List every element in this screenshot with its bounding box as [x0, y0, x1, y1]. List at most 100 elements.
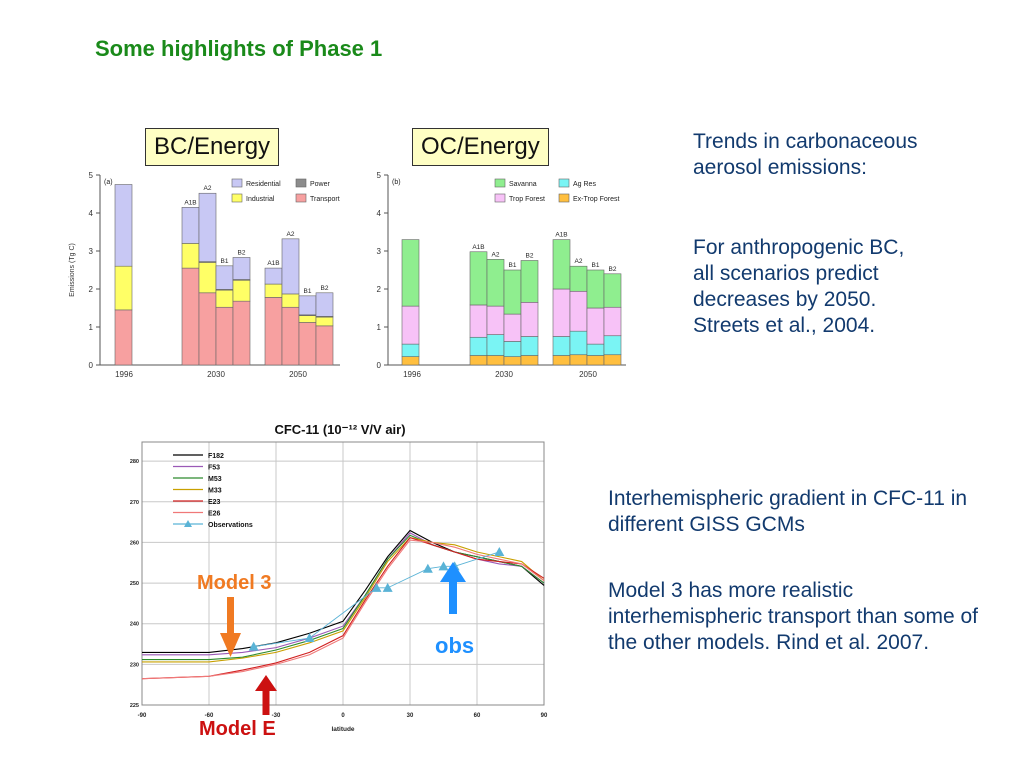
bar-segment-ex-trop-forest: [520, 355, 539, 366]
legend-item-power: Power: [310, 181, 331, 188]
model3-label: Model 3: [197, 572, 272, 594]
bar-segment-ag-res: [469, 336, 488, 356]
legend-swatch: [494, 178, 506, 188]
legend-swatch: [231, 178, 243, 188]
trends-text: Trends in carbonaceous aerosol emissions…: [693, 130, 918, 179]
y-tick-label: 260: [130, 540, 139, 546]
bar-segment-residential: [181, 206, 200, 244]
bar-segment-savanna: [503, 269, 522, 315]
bar-segment-ag-res: [503, 341, 522, 357]
bar-segment-ex-trop-forest: [569, 354, 588, 366]
legend-item-savanna: Savanna: [509, 181, 537, 188]
legend-item-e26: E26: [208, 511, 221, 518]
scenario-label: B1: [221, 258, 229, 265]
bar-segment-savanna: [520, 260, 539, 303]
bar-segment-transport: [232, 300, 251, 366]
bar-segment-trop-forest: [569, 290, 588, 332]
bar-segment-industrial: [215, 289, 234, 308]
scenario-label: B2: [238, 249, 246, 256]
scenario-label: A2: [204, 185, 212, 192]
interhemispheric-text: Interhemispheric gradient in CFC-11 in d…: [608, 487, 968, 536]
bar-segment-residential: [298, 295, 317, 316]
bar-segment-ex-trop-forest: [503, 356, 522, 366]
bar-segment-transport: [198, 292, 217, 366]
bar-segment-residential: [281, 238, 300, 295]
observation-marker: [304, 633, 315, 643]
y-tick-label: 3: [89, 247, 94, 256]
obs-arrow-icon: [440, 562, 466, 614]
y-tick-label: 4: [377, 209, 382, 218]
bar-segment-transport: [281, 306, 300, 366]
bar-segment-industrial: [315, 316, 334, 327]
chart-title: CFC-11 (10⁻¹² V/V air): [274, 422, 405, 437]
y-tick-label: 240: [130, 622, 139, 628]
y-tick-label: 3: [377, 247, 382, 256]
modele-arrow-icon: [255, 675, 277, 715]
series-line-m33: [142, 537, 545, 663]
bar-segment-transport: [215, 306, 234, 366]
bar-segment-transport: [114, 309, 133, 366]
bar-segment-savanna: [486, 259, 505, 307]
scenario-label: A2: [575, 258, 583, 265]
y-tick-label: 1: [89, 323, 94, 332]
scenario-label: B2: [526, 253, 534, 260]
legend-item-observations: Observations: [208, 522, 253, 529]
series-line-e23: [141, 536, 545, 680]
legend-swatch: [295, 193, 307, 203]
legend-item-ex-trop-forest: Ex-Trop Forest: [573, 196, 619, 203]
y-tick-label: 1: [377, 323, 382, 332]
bar-segment-transport: [181, 267, 200, 366]
bar-segment-industrial: [114, 265, 133, 311]
scenario-label: B2: [609, 266, 617, 273]
bar-segment-savanna: [569, 265, 588, 292]
bar-segment-ex-trop-forest: [552, 355, 571, 366]
bc-energy-label: BC/Energy: [145, 128, 280, 166]
legend-item-trop-forest: Trop Forest: [509, 196, 545, 203]
x-tick-label: -30: [272, 713, 281, 719]
oc-emissions-chart: 0 1 2 3 4 5 (b) A1B A2 B1 B2 A1B A2 B1 B2 1996 2030 2050 S…: [377, 171, 626, 379]
bar-segment-transport: [315, 325, 334, 366]
observation-marker: [438, 561, 449, 571]
scenario-label: A2: [287, 231, 295, 238]
model3-description-text: Model 3 has more realistic interhemisphe…: [608, 579, 979, 654]
scenario-label: B2: [321, 285, 329, 292]
modele-label: Model E: [199, 718, 276, 740]
x-tick-label: 60: [474, 713, 481, 719]
bar-segment-industrial: [264, 283, 283, 298]
x-axis-label: latitude: [331, 726, 354, 733]
bar-segment-trop-forest: [486, 305, 505, 335]
bar-segment-trop-forest: [520, 302, 539, 337]
bar-segment-ex-trop-forest: [401, 356, 420, 366]
bar-segment-ag-res: [552, 336, 571, 356]
plot-frame: [141, 441, 545, 706]
cfc11-chart: CFC-11 (10⁻¹² V/V air) -90 -60 -30 0 30 60 90 22…: [130, 422, 548, 733]
scenario-label: A1B: [267, 260, 279, 267]
x-tick-label: 2050: [289, 370, 307, 379]
y-tick-label: 4: [89, 209, 94, 218]
y-tick-label: 0: [377, 361, 382, 370]
legend-swatch: [558, 178, 570, 188]
bar-segment-residential: [264, 267, 283, 285]
observation-marker: [382, 582, 393, 592]
bar-segment-ag-res: [586, 343, 605, 356]
legend-item-industrial: Industrial: [246, 196, 275, 203]
x-tick-label: -90: [138, 713, 147, 719]
series-line-e26: [141, 539, 545, 680]
bar-segment-ag-res: [486, 334, 505, 356]
x-tick-label: 0: [341, 713, 345, 719]
y-tick-label: 250: [130, 581, 139, 587]
legend-item-residential: Residential: [246, 181, 281, 188]
legend-item-f182: F182: [208, 453, 224, 460]
bar-segment-ex-trop-forest: [469, 355, 488, 366]
slide-title: Some highlights of Phase 1: [95, 36, 383, 61]
y-tick-label: 230: [130, 662, 139, 668]
panel-label: (a): [104, 179, 113, 186]
scenario-label: A1B: [184, 199, 196, 206]
bar-segment-ex-trop-forest: [586, 355, 605, 366]
bar-segment-trop-forest: [603, 306, 622, 337]
x-tick-label: 2030: [495, 370, 513, 379]
x-tick-label: 2050: [579, 370, 597, 379]
obs-label: obs: [435, 633, 475, 658]
bar-segment-ag-res: [520, 336, 539, 356]
y-tick-label: 2: [377, 285, 382, 294]
